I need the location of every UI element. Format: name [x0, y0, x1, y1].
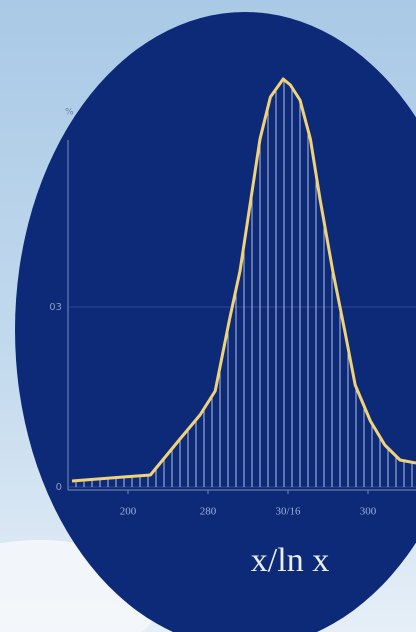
x-tick-label: 200 [120, 506, 137, 518]
x-tick-label: 280 [200, 506, 217, 518]
y-tick-label: 03 [49, 302, 62, 313]
chart: % x/ln x 0 03 200 280 30/16 300 [0, 0, 416, 632]
y-axis-label: % [65, 108, 74, 118]
x-tick-label: 300 [360, 506, 377, 518]
x-tick-label: 30/16 [275, 506, 301, 518]
x-axis-label: x/ln x [251, 542, 329, 579]
y-tick-label: 0 [56, 482, 62, 493]
